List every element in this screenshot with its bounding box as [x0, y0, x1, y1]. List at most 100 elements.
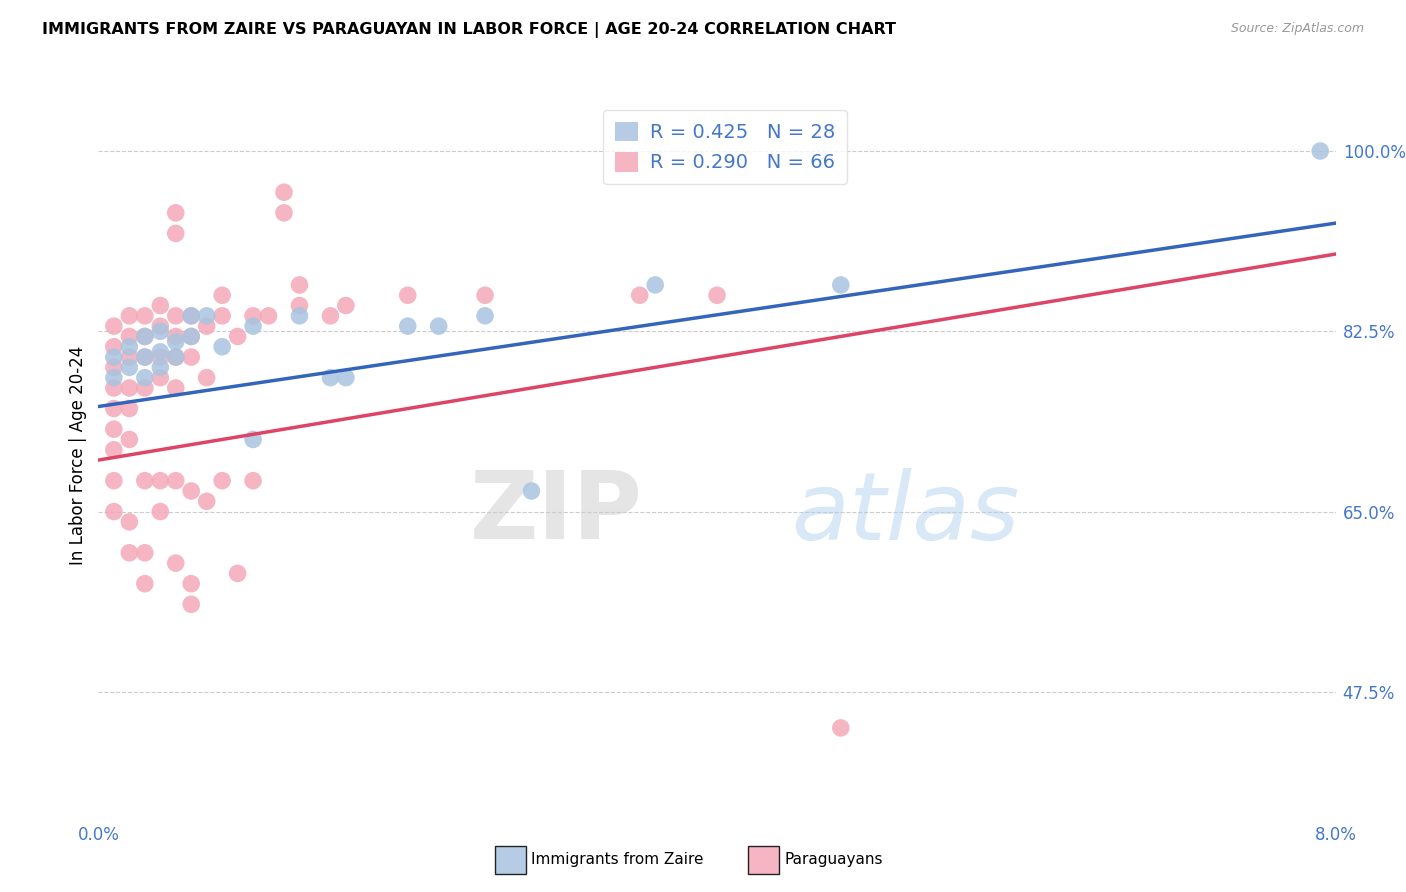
- Point: [149, 345, 172, 359]
- Point: [103, 381, 125, 395]
- Point: [165, 309, 187, 323]
- Point: [165, 381, 187, 395]
- Point: [195, 370, 218, 384]
- Point: [134, 350, 156, 364]
- Point: [134, 329, 156, 343]
- Point: [257, 309, 280, 323]
- Text: Immigrants from Zaire: Immigrants from Zaire: [531, 853, 704, 867]
- Point: [103, 340, 125, 354]
- Point: [149, 350, 172, 364]
- Point: [103, 319, 125, 334]
- Point: [165, 350, 187, 364]
- Point: [118, 546, 141, 560]
- Point: [118, 401, 141, 416]
- Text: atlas: atlas: [792, 468, 1019, 559]
- Point: [103, 350, 125, 364]
- Point: [195, 494, 218, 508]
- Point: [288, 299, 311, 313]
- Point: [165, 334, 187, 349]
- Point: [118, 340, 141, 354]
- Point: [118, 360, 141, 375]
- Text: Source: ZipAtlas.com: Source: ZipAtlas.com: [1230, 22, 1364, 36]
- Legend: R = 0.425   N = 28, R = 0.290   N = 66: R = 0.425 N = 28, R = 0.290 N = 66: [603, 110, 846, 184]
- Point: [319, 309, 342, 323]
- Point: [474, 288, 496, 302]
- Point: [288, 277, 311, 292]
- Point: [288, 309, 311, 323]
- Point: [396, 288, 419, 302]
- Point: [830, 721, 852, 735]
- Point: [520, 483, 543, 498]
- Point: [195, 319, 218, 334]
- Point: [830, 277, 852, 292]
- Point: [165, 329, 187, 343]
- Point: [319, 370, 342, 384]
- Point: [118, 309, 141, 323]
- Point: [396, 319, 419, 334]
- Point: [134, 546, 156, 560]
- Point: [1309, 144, 1331, 158]
- Point: [134, 576, 156, 591]
- Point: [628, 288, 651, 302]
- Point: [242, 309, 264, 323]
- Point: [134, 474, 156, 488]
- Point: [134, 370, 156, 384]
- Point: [427, 319, 450, 334]
- Point: [180, 350, 202, 364]
- Point: [226, 566, 249, 581]
- Point: [211, 288, 233, 302]
- Point: [118, 329, 141, 343]
- Point: [134, 350, 156, 364]
- Point: [149, 324, 172, 338]
- Point: [706, 288, 728, 302]
- Point: [273, 185, 295, 199]
- Point: [273, 206, 295, 220]
- Point: [103, 370, 125, 384]
- Point: [180, 329, 202, 343]
- Point: [103, 422, 125, 436]
- Point: [134, 309, 156, 323]
- Point: [211, 309, 233, 323]
- Point: [149, 299, 172, 313]
- Point: [242, 433, 264, 447]
- Point: [180, 309, 202, 323]
- Point: [242, 319, 264, 334]
- Text: Paraguayans: Paraguayans: [785, 853, 883, 867]
- Point: [180, 576, 202, 591]
- Point: [180, 329, 202, 343]
- Point: [180, 483, 202, 498]
- Point: [149, 360, 172, 375]
- Point: [644, 277, 666, 292]
- Point: [165, 227, 187, 241]
- Point: [242, 474, 264, 488]
- Point: [165, 556, 187, 570]
- Point: [149, 474, 172, 488]
- Point: [103, 474, 125, 488]
- Point: [195, 309, 218, 323]
- Point: [165, 350, 187, 364]
- Point: [134, 381, 156, 395]
- Point: [226, 329, 249, 343]
- Point: [180, 597, 202, 611]
- Point: [149, 505, 172, 519]
- Point: [118, 381, 141, 395]
- Point: [118, 433, 141, 447]
- Point: [211, 340, 233, 354]
- Point: [149, 319, 172, 334]
- Text: IMMIGRANTS FROM ZAIRE VS PARAGUAYAN IN LABOR FORCE | AGE 20-24 CORRELATION CHART: IMMIGRANTS FROM ZAIRE VS PARAGUAYAN IN L…: [42, 22, 896, 38]
- Point: [211, 474, 233, 488]
- Point: [474, 309, 496, 323]
- Point: [335, 299, 357, 313]
- Point: [165, 474, 187, 488]
- Point: [180, 309, 202, 323]
- Point: [103, 505, 125, 519]
- Point: [103, 360, 125, 375]
- Point: [165, 206, 187, 220]
- Text: ZIP: ZIP: [470, 467, 643, 559]
- Point: [103, 442, 125, 457]
- Point: [134, 329, 156, 343]
- Point: [118, 515, 141, 529]
- Point: [118, 350, 141, 364]
- Y-axis label: In Labor Force | Age 20-24: In Labor Force | Age 20-24: [69, 345, 87, 565]
- Point: [335, 370, 357, 384]
